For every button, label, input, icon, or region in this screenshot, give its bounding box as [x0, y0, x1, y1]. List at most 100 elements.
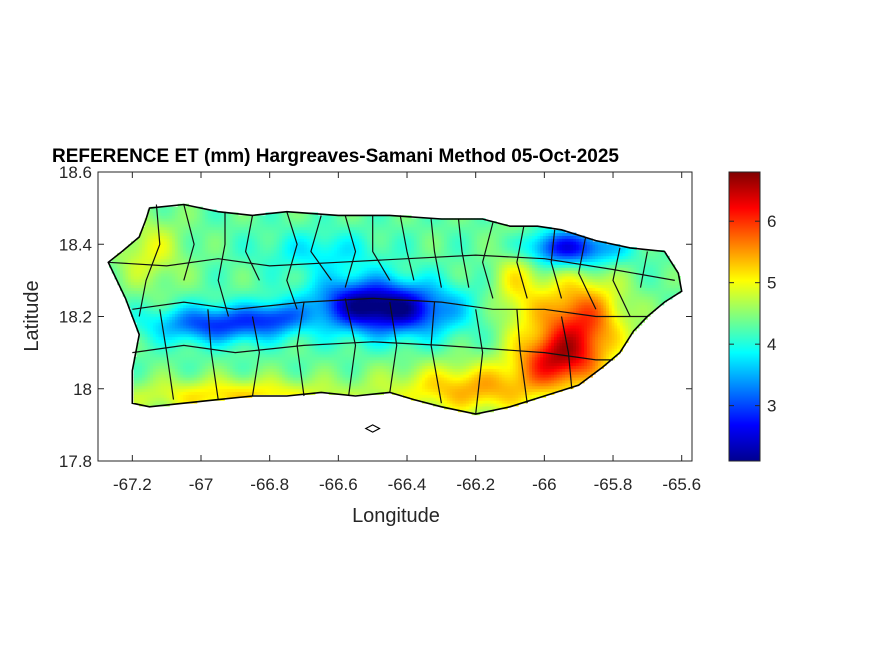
heat-cell	[328, 255, 332, 260]
heat-cell	[199, 238, 203, 242]
heat-cell	[155, 319, 159, 323]
heat-cell	[325, 354, 330, 358]
heat-cell	[194, 339, 198, 343]
heat-cell	[317, 255, 321, 260]
heat-cell	[235, 281, 239, 286]
heat-cell	[325, 362, 330, 367]
heat-cell	[166, 218, 170, 222]
heat-cell	[133, 302, 137, 306]
heat-cell	[262, 261, 266, 265]
heat-cell	[249, 235, 253, 239]
heat-cell	[205, 391, 209, 395]
heat-cell	[163, 319, 168, 323]
heat-cell	[144, 226, 148, 231]
heat-cell	[196, 261, 201, 265]
heat-cell	[169, 273, 173, 277]
heat-cell	[133, 319, 137, 323]
heat-cell	[163, 356, 168, 361]
heat-cell	[166, 368, 170, 372]
heat-cell	[312, 273, 316, 277]
heat-cell	[207, 382, 212, 387]
heat-cell	[287, 255, 291, 260]
heat-cell	[254, 302, 258, 306]
heat-cell	[130, 273, 135, 277]
heat-cell	[290, 310, 294, 315]
heat-cell	[243, 322, 247, 326]
heat-cell	[196, 310, 201, 315]
heat-cell	[205, 244, 209, 248]
heat-cell	[331, 380, 335, 384]
heat-cell	[155, 342, 159, 346]
heat-cell	[262, 290, 266, 294]
heat-cell	[301, 354, 305, 358]
heat-cell	[246, 359, 250, 364]
heat-cell	[298, 351, 302, 355]
heat-cell	[177, 212, 181, 216]
heat-cell	[221, 333, 225, 338]
heat-cell	[221, 221, 225, 225]
heat-cell	[276, 336, 280, 341]
heat-cell	[161, 365, 165, 369]
heat-cell	[265, 374, 269, 378]
heat-cell	[254, 258, 258, 262]
heat-cell	[147, 342, 151, 346]
heat-cell	[304, 371, 308, 375]
heat-cell	[188, 218, 192, 222]
heat-cell	[218, 330, 223, 335]
heat-cell	[276, 221, 280, 225]
heat-cell	[194, 374, 198, 378]
heat-cell	[309, 258, 313, 262]
heat-cell	[199, 351, 203, 355]
heat-cell	[207, 235, 212, 239]
heat-cell	[163, 316, 168, 320]
heat-cell	[287, 287, 291, 291]
heat-cell	[312, 359, 316, 364]
heat-cell	[284, 310, 288, 315]
heat-cell	[221, 359, 225, 364]
heat-cell	[262, 270, 266, 274]
heat-cell	[139, 287, 143, 291]
heat-cell	[158, 322, 162, 326]
heat-cell	[325, 281, 330, 286]
heat-cell	[227, 255, 231, 260]
heat-cell	[218, 247, 223, 251]
heat-cell	[323, 345, 327, 349]
heat-cell	[290, 250, 294, 254]
heat-cell	[139, 276, 143, 280]
heat-cell	[163, 328, 168, 332]
heat-cell	[243, 380, 247, 384]
heat-cell	[169, 250, 173, 254]
heat-cell	[268, 252, 272, 257]
heat-cell	[249, 330, 253, 335]
heat-cell	[158, 371, 162, 375]
heat-cell	[339, 255, 343, 260]
heat-cell	[155, 339, 159, 343]
heat-cell	[284, 264, 288, 268]
heat-cell	[240, 319, 244, 323]
heat-cell	[213, 397, 217, 401]
heat-cell	[251, 284, 255, 288]
heat-cell	[218, 382, 223, 387]
heat-cell	[290, 380, 294, 384]
heat-cell	[161, 322, 165, 326]
heat-cell	[210, 252, 214, 257]
heat-cell	[238, 313, 242, 317]
heat-cell	[188, 394, 192, 398]
heat-cell	[141, 345, 146, 349]
heat-cell	[298, 212, 302, 216]
heat-cell	[262, 316, 266, 320]
heat-cell	[265, 238, 269, 242]
heat-cell	[323, 374, 327, 378]
heat-cell	[150, 255, 154, 260]
heat-cell	[306, 212, 310, 216]
heat-cell	[232, 374, 236, 378]
heat-cell	[227, 281, 231, 286]
heat-cell	[221, 293, 225, 297]
heat-cell	[315, 385, 319, 390]
heat-cell	[210, 307, 214, 312]
heat-cell	[169, 330, 173, 335]
heat-cell	[166, 397, 170, 401]
heat-cell	[196, 319, 201, 323]
heat-cell	[309, 365, 313, 369]
heat-cell	[177, 391, 181, 395]
